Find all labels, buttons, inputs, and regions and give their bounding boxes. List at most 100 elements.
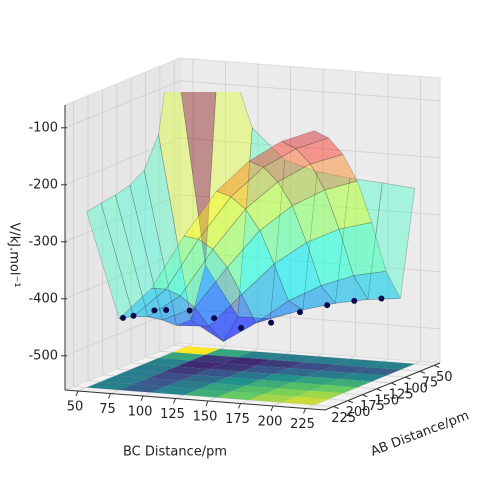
- x-tick: [173, 398, 176, 404]
- x-tick-label: 225: [290, 417, 315, 432]
- grid-line: [179, 137, 441, 159]
- floor-cell: [158, 352, 206, 361]
- floor-cell: [180, 374, 228, 384]
- y-tick-label: 100: [403, 382, 428, 397]
- x-axis-label: BC Distance/pm: [123, 445, 227, 460]
- surface-cell: [147, 295, 196, 321]
- floor-cell: [209, 363, 256, 372]
- floor-cell: [119, 384, 166, 393]
- grid-line: [179, 308, 441, 330]
- z-tick-label: -300: [28, 234, 58, 249]
- floor-cell: [194, 369, 242, 378]
- y-tick-label: 150: [374, 393, 399, 408]
- surface-cell: [198, 196, 246, 250]
- surface-cell: [129, 169, 178, 326]
- surface-cell: [208, 294, 257, 342]
- floor-cell: [256, 359, 303, 369]
- surface-cell: [335, 177, 383, 304]
- surface-cell: [161, 307, 210, 327]
- trajectory-point: [238, 325, 245, 332]
- floor-cell: [86, 381, 134, 390]
- x-tick-label: 150: [193, 410, 218, 425]
- floor-cell: [324, 379, 372, 388]
- floor-cell: [184, 389, 231, 398]
- floor-cell: [296, 390, 343, 400]
- trajectory-point: [120, 314, 127, 321]
- surface-cell: [230, 166, 279, 210]
- y-tick: [362, 394, 368, 398]
- x-tick-label: 100: [128, 405, 153, 420]
- floor-cell: [277, 382, 325, 391]
- surface-cell: [212, 208, 261, 268]
- floor-cell: [147, 372, 195, 381]
- floor-cell: [223, 357, 271, 366]
- floor-cell: [133, 378, 181, 387]
- floor-cell: [288, 362, 336, 371]
- floor-cell: [241, 365, 289, 374]
- grid-line: [179, 251, 441, 273]
- y-tick: [347, 400, 354, 404]
- trajectory: [120, 295, 385, 332]
- surface-cell: [216, 160, 265, 198]
- floor-contours: [86, 346, 415, 405]
- surface-cell: [165, 238, 214, 297]
- surface-cell: [280, 130, 330, 150]
- y-tick: [376, 388, 382, 392]
- y-tick-label: 75: [422, 376, 439, 391]
- trajectory-point: [351, 297, 358, 304]
- trajectory-point: [378, 295, 385, 302]
- surface-cell: [222, 316, 271, 343]
- floor-cell: [321, 364, 368, 374]
- surface-cell: [190, 264, 239, 342]
- surface-cell: [259, 205, 307, 265]
- floor-cell: [335, 358, 383, 368]
- x-tick-label: 50: [67, 400, 84, 415]
- x-tick-label: 75: [99, 402, 116, 417]
- floor-cell: [245, 379, 293, 389]
- surface-cell: [306, 228, 354, 287]
- trajectory-point: [211, 315, 218, 322]
- y-tick-label: 200: [346, 405, 371, 420]
- surface-cell: [183, 190, 232, 240]
- surface-cell: [237, 127, 286, 320]
- floor-cell: [216, 391, 264, 400]
- x-tick: [140, 395, 144, 402]
- floor-cell: [339, 373, 386, 382]
- floor-cell: [231, 385, 278, 395]
- surface-cell: [86, 202, 134, 320]
- surface-cell: [353, 270, 401, 300]
- floor-cell: [281, 396, 329, 405]
- floor-cell: [101, 375, 148, 385]
- trajectory-point: [268, 319, 275, 326]
- x-tick: [270, 405, 274, 412]
- surface-cell: [295, 137, 344, 165]
- floor-cell: [176, 360, 224, 369]
- z-tick-label: -400: [28, 291, 58, 306]
- surface-cell: [302, 171, 351, 311]
- trajectory-point: [186, 307, 193, 314]
- floor-cell: [144, 358, 191, 367]
- grid-line: [64, 194, 181, 243]
- surface-cell: [143, 133, 192, 326]
- floor-cell: [306, 370, 354, 379]
- floor-cell: [129, 364, 177, 373]
- surface-cell: [176, 319, 224, 342]
- y-tick: [434, 364, 440, 368]
- surface-cell: [309, 154, 358, 191]
- floor-cell: [249, 394, 296, 403]
- x-tick-label: 125: [160, 407, 185, 422]
- surface-cell: [226, 229, 275, 295]
- x-tick: [303, 408, 306, 414]
- surface-cell: [324, 180, 372, 230]
- surface-cell: [270, 159, 318, 320]
- y-tick-label: 50: [436, 370, 453, 385]
- y-tick-label: 125: [389, 387, 414, 402]
- surface-cell: [255, 300, 304, 324]
- grid-line: [179, 80, 441, 102]
- floor-cell: [263, 388, 311, 397]
- trajectory-point: [324, 302, 331, 309]
- y-axis-label: AB Distance/pm: [369, 408, 472, 459]
- x-tick-label: 175: [225, 412, 250, 427]
- floor-cell: [115, 369, 163, 379]
